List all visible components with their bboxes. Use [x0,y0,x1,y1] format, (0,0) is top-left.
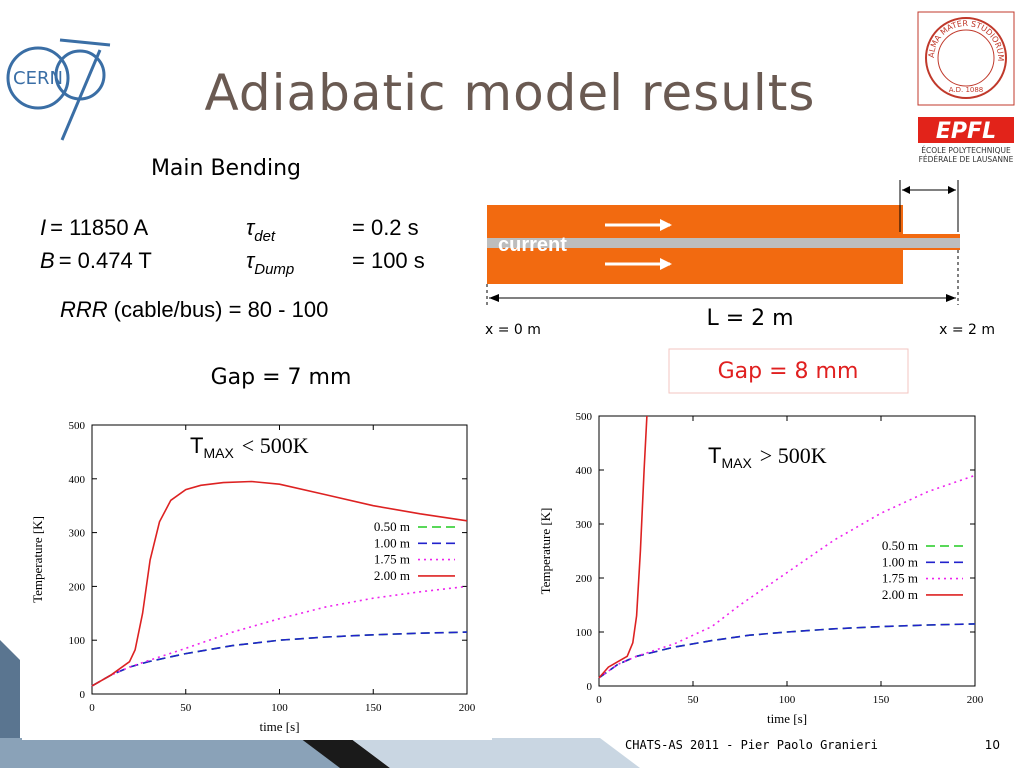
x-tick-label: 50 [180,702,192,714]
legend-label: 0.50 m [882,538,918,553]
x-tick-label: 200 [459,702,476,714]
x-tick-label: 200 [967,694,984,706]
x-tick-label: 100 [271,702,288,714]
heading: Main Bending [151,156,301,181]
y-tick-label: 200 [576,573,593,585]
y-tick-label: 100 [576,627,593,639]
legend-label: 1.00 m [374,535,410,550]
current-label: current [498,234,567,256]
epfl-text: EPFL [936,119,996,144]
symbol: I [40,215,46,240]
gap-right: Gap = 8 mm [718,359,859,384]
subscript: Dump [254,261,294,278]
x-axis-label: time [s] [259,719,299,734]
seal-year: A.D. 1088 [949,86,984,94]
y-tick-label: 400 [69,474,86,486]
x-tick-label: 0 [596,694,602,706]
value: = 100 s [352,248,425,273]
chart: 0 100 200 300 400 500 0 50 100 150 200 time [s] Temp… [30,420,476,734]
annotation-subscript: MAX [721,455,752,471]
legend-label: 0.50 m [374,519,410,534]
symbol: RRR [60,297,108,322]
start-label: x = 0 m [485,322,541,338]
value: = 0.474 T [59,248,152,273]
page-number: 10 [985,738,1000,752]
bus-diagram: current L = 2 m x = 0 m x = 2 m Gap = 8 … [485,180,995,394]
x-tick-label: 100 [779,694,796,706]
symbol: τ [246,248,256,273]
y-tick-label: 400 [576,465,593,477]
annotation-symbol: T [708,443,721,468]
y-tick-label: 0 [587,681,593,693]
bologna-logo: ALMA MATER STUDIORUM A.D. 1088 [917,11,1015,106]
y-tick-label: 500 [69,420,86,432]
series-line [598,415,648,679]
annotation-text: > 500K [760,443,827,468]
symbol: B [40,248,55,273]
y-axis-label: Temperature [K] [30,516,45,603]
epfl-logo: EPFL ÉCOLE POLYTECHNIQUE FÉDÉRALE DE LAU… [918,117,1014,164]
annotation-subscript: MAX [203,445,234,461]
y-tick-label: 500 [576,411,593,423]
param: RRR (cable/bus) = 80 - 100 [60,297,328,322]
annotation-text: < 500K [242,433,309,458]
decoration [300,738,390,768]
legend-label: 1.75 m [882,571,918,586]
subscript: det [254,228,276,245]
series-line [598,474,976,679]
param: τDump [246,248,294,278]
slide-title: Adiabatic model results [205,64,816,122]
y-tick-label: 0 [80,689,86,701]
x-tick-label: 150 [365,702,382,714]
footer-text: CHATS-AS 2011 - Pier Paolo Granieri [625,738,878,752]
cern-text: CERN [13,68,63,89]
end-label: x = 2 m [939,322,995,338]
chart-panel [22,405,492,740]
param: B = 0.474 T [40,248,152,273]
series-line [91,631,468,687]
param: I = 11850 A [40,215,149,240]
x-tick-label: 50 [688,694,700,706]
decoration [350,738,640,768]
length-label: L = 2 m [706,306,793,331]
y-tick-label: 300 [69,528,86,540]
epfl-name: ÉCOLE POLYTECHNIQUE [921,146,1011,155]
x-tick-label: 0 [89,702,95,714]
cern-logo: CERN [6,38,111,141]
series-line [91,585,468,687]
y-axis-label: Temperature [K] [538,508,553,595]
annotation-symbol: T [190,433,203,458]
y-tick-label: 200 [69,581,86,593]
epfl-name: FÉDÉRALE DE LAUSANNE [919,155,1014,164]
legend-label: 2.00 m [374,568,410,583]
value: (cable/bus) = 80 - 100 [114,297,329,322]
legend-label: 1.75 m [374,552,410,567]
x-axis-label: time [s] [767,711,807,726]
chart-panel [528,400,1002,732]
value: = 0.2 s [352,215,419,240]
y-tick-label: 100 [69,635,86,647]
annotation: TMAX > 500K [708,443,827,471]
symbol: τ [246,215,256,240]
annotation: TMAX < 500K [190,433,309,461]
series-line [91,480,468,687]
y-tick-label: 300 [576,519,593,531]
gap-left: Gap = 7 mm [211,365,352,390]
x-tick-label: 150 [873,694,890,706]
param: τdet [246,215,276,245]
value: = 11850 A [50,215,148,240]
legend-label: 1.00 m [882,554,918,569]
decoration [0,738,370,768]
chart: 0 100 200 300 400 500 0 50 100 150 200 time [s] Temp… [538,411,984,726]
legend-label: 2.00 m [882,587,918,602]
decoration [0,640,20,768]
